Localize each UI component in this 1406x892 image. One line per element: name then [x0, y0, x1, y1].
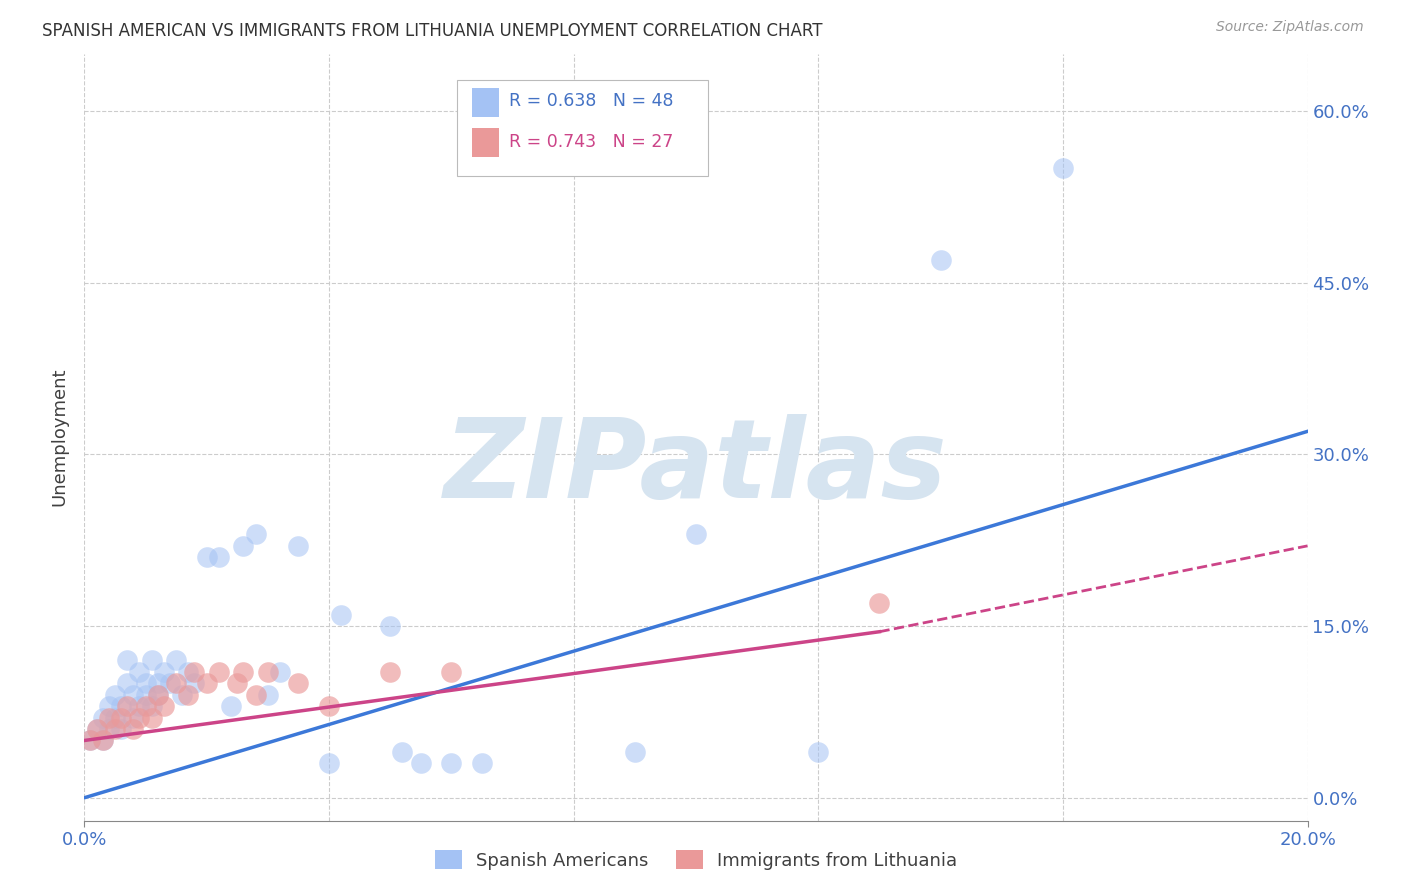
Point [471, 756, 494, 771]
Point [257, 688, 280, 702]
Point [287, 539, 309, 553]
Point [135, 688, 157, 702]
Point [219, 699, 242, 714]
Point [97, 722, 120, 736]
Point [146, 688, 169, 702]
Point [177, 688, 200, 702]
Point [122, 722, 145, 736]
Point [128, 699, 150, 714]
Bar [472, 88, 499, 117]
Point [195, 550, 218, 565]
Point [97, 710, 120, 724]
Point [91, 733, 114, 747]
Point [165, 653, 187, 667]
Point [141, 699, 163, 714]
Point [159, 676, 181, 690]
Point [869, 596, 891, 610]
Point [79, 733, 101, 747]
Point [91, 733, 114, 747]
Point [104, 722, 127, 736]
Point [440, 665, 463, 679]
Point [115, 676, 138, 690]
Point [269, 665, 291, 679]
Point [86, 722, 108, 736]
Point [257, 665, 280, 679]
Point [104, 688, 127, 702]
Point [172, 688, 194, 702]
Point [245, 527, 267, 541]
Text: ZIPatlas: ZIPatlas [444, 414, 948, 521]
Point [86, 722, 108, 736]
Point [146, 676, 169, 690]
Point [153, 665, 176, 679]
Point [135, 676, 157, 690]
Point [177, 665, 200, 679]
Point [208, 665, 231, 679]
Point [91, 710, 114, 724]
Text: R = 0.638   N = 48: R = 0.638 N = 48 [509, 92, 673, 110]
Point [208, 550, 231, 565]
Point [115, 699, 138, 714]
Point [807, 745, 830, 759]
Point [685, 527, 707, 541]
Legend: Spanish Americans, Immigrants from Lithuania: Spanish Americans, Immigrants from Lithu… [427, 843, 965, 877]
Text: SPANISH AMERICAN VS IMMIGRANTS FROM LITHUANIA UNEMPLOYMENT CORRELATION CHART: SPANISH AMERICAN VS IMMIGRANTS FROM LITH… [42, 22, 823, 40]
Point [110, 699, 132, 714]
Point [183, 665, 205, 679]
Point [122, 688, 145, 702]
Point [245, 688, 267, 702]
Point [115, 653, 138, 667]
Y-axis label: Unemployment: Unemployment [51, 368, 69, 507]
Point [624, 745, 647, 759]
Point [380, 665, 402, 679]
Point [128, 665, 150, 679]
Point [330, 607, 353, 622]
Text: R = 0.743   N = 27: R = 0.743 N = 27 [509, 133, 673, 151]
Point [318, 756, 340, 771]
Point [232, 665, 254, 679]
Point [110, 722, 132, 736]
Point [195, 676, 218, 690]
Point [153, 699, 176, 714]
Point [104, 710, 127, 724]
Point [97, 699, 120, 714]
Point [128, 710, 150, 724]
Point [135, 699, 157, 714]
Point [440, 756, 463, 771]
Point [287, 676, 309, 690]
Point [146, 688, 169, 702]
Point [79, 733, 101, 747]
Point [226, 676, 249, 690]
Point [232, 539, 254, 553]
Point [165, 676, 187, 690]
Point [183, 676, 205, 690]
Point [929, 252, 952, 267]
Point [122, 710, 145, 724]
Point [409, 756, 432, 771]
Point [1052, 161, 1074, 175]
Point [110, 710, 132, 724]
Point [391, 745, 413, 759]
Point [141, 710, 163, 724]
Point [318, 699, 340, 714]
Bar [472, 128, 499, 157]
Text: Source: ZipAtlas.com: Source: ZipAtlas.com [1216, 20, 1364, 34]
Point [380, 619, 402, 633]
FancyBboxPatch shape [457, 80, 709, 177]
Point [141, 653, 163, 667]
